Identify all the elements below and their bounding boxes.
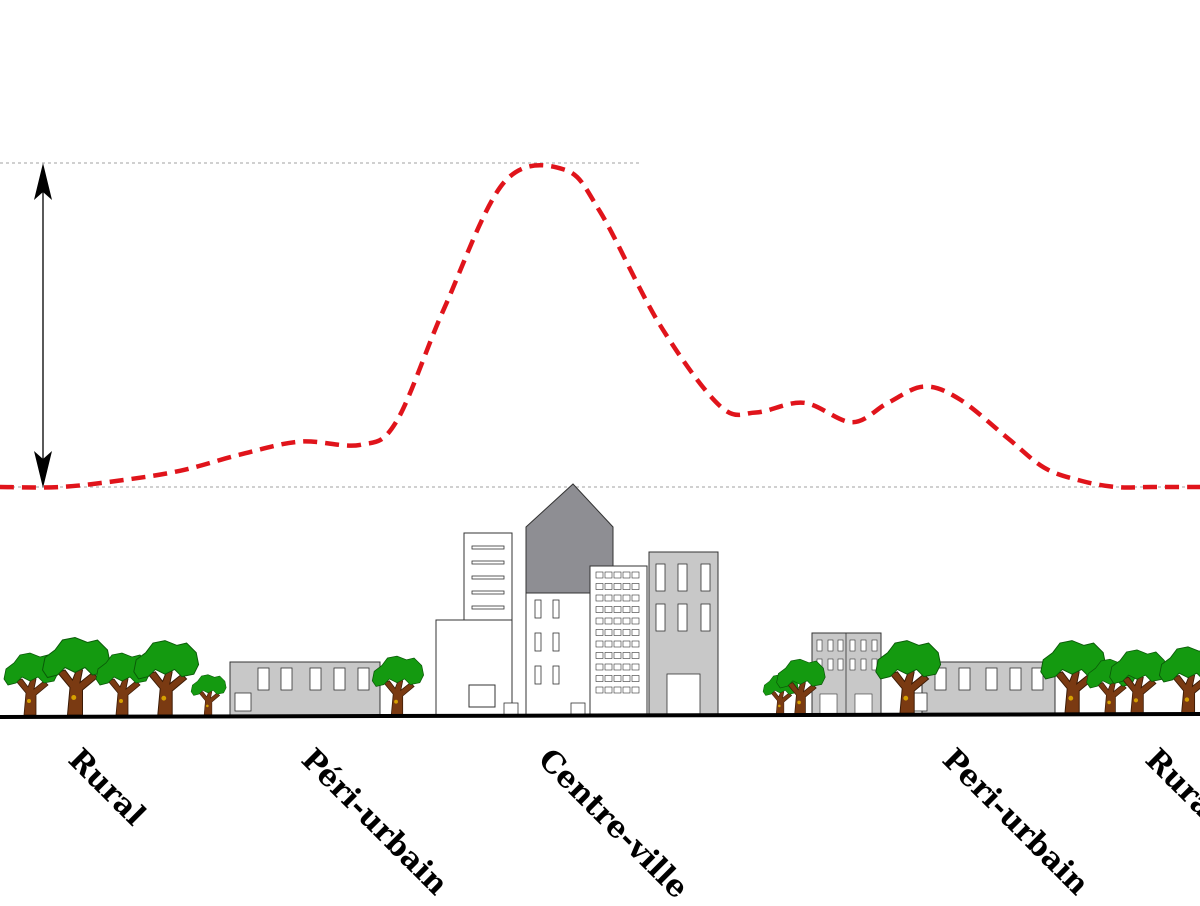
window	[613, 675, 622, 682]
window	[622, 617, 631, 625]
window	[604, 663, 613, 671]
city-centre-buildings	[435, 483, 719, 717]
window	[631, 675, 640, 682]
window	[613, 571, 622, 579]
window	[622, 594, 631, 602]
tree	[1109, 649, 1167, 716]
window	[595, 583, 604, 590]
window	[622, 675, 631, 682]
temperature-curve	[0, 162, 1200, 490]
low-building-left	[229, 661, 381, 716]
window	[631, 663, 640, 671]
window	[604, 606, 613, 613]
tree	[776, 658, 826, 716]
window	[595, 629, 604, 636]
window	[595, 640, 604, 648]
window	[604, 640, 613, 648]
tree	[190, 674, 227, 716]
window	[604, 629, 613, 636]
window	[604, 583, 613, 590]
window	[622, 640, 631, 648]
tree	[41, 636, 111, 716]
window	[613, 652, 622, 659]
window	[613, 686, 622, 694]
window	[613, 583, 622, 590]
window	[631, 571, 640, 579]
window	[613, 663, 622, 671]
window	[595, 571, 604, 579]
window	[604, 686, 613, 694]
window	[595, 617, 604, 625]
tree	[1040, 640, 1107, 716]
window	[631, 594, 640, 602]
window	[604, 594, 613, 602]
window	[604, 571, 613, 579]
window	[613, 606, 622, 613]
window	[631, 583, 640, 590]
tree	[875, 640, 942, 716]
window	[622, 663, 631, 671]
window	[622, 629, 631, 636]
window	[595, 594, 604, 602]
window	[595, 652, 604, 659]
window	[622, 652, 631, 659]
window	[604, 652, 613, 659]
ground-line	[0, 712, 1200, 719]
window	[631, 652, 640, 659]
window	[613, 629, 622, 636]
window	[595, 606, 604, 613]
window	[631, 629, 640, 636]
window	[631, 686, 640, 694]
window	[595, 686, 604, 694]
window	[613, 594, 622, 602]
tree	[133, 640, 200, 716]
window	[613, 617, 622, 625]
window	[595, 663, 604, 671]
window	[631, 617, 640, 625]
trees	[3, 636, 1200, 716]
window	[631, 640, 640, 648]
tree	[1158, 646, 1200, 716]
tree	[371, 655, 424, 716]
window	[622, 583, 631, 590]
window	[595, 675, 604, 682]
window	[622, 571, 631, 579]
window	[613, 640, 622, 648]
window	[604, 675, 613, 682]
window	[622, 686, 631, 694]
low-building-right	[910, 661, 1056, 716]
window	[604, 617, 613, 625]
amplitude-arrow	[34, 163, 52, 488]
window	[622, 606, 631, 613]
window	[631, 606, 640, 613]
